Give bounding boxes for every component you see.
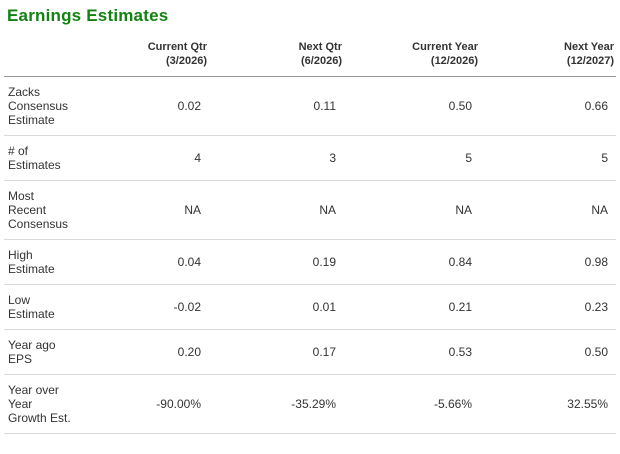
column-header-period: (3/2026)	[166, 55, 207, 67]
estimate-value: -0.02	[74, 284, 209, 330]
estimate-value: 0.53	[344, 329, 480, 375]
estimate-value: 0.19	[209, 239, 344, 285]
estimate-value: 0.20	[74, 329, 209, 375]
estimate-value: 0.23	[480, 284, 616, 330]
row-label: Year over Year Growth Est.	[4, 374, 74, 434]
estimate-value: 5	[480, 135, 616, 181]
table-row-most-recent-consensus: Most Recent Consensus NA NA NA NA	[4, 180, 616, 240]
estimate-value: NA	[209, 180, 344, 240]
row-label: Most Recent Consensus	[4, 180, 74, 240]
estimate-value: NA	[74, 180, 209, 240]
table-row-low-estimate: Low Estimate -0.02 0.01 0.21 0.23	[4, 284, 616, 330]
row-label: High Estimate	[4, 239, 74, 285]
estimate-value: 0.98	[480, 239, 616, 285]
column-header-label: Current Year	[412, 41, 478, 53]
row-label: Year ago EPS	[4, 329, 74, 375]
estimate-value: 0.50	[344, 76, 480, 136]
estimate-value: 0.21	[344, 284, 480, 330]
row-label: # of Estimates	[4, 135, 74, 181]
column-header-period: (12/2027)	[566, 55, 614, 67]
corner-cell	[4, 40, 74, 77]
estimate-value: NA	[480, 180, 616, 240]
column-header-next-year: Next Year (12/2027)	[480, 40, 616, 77]
estimate-value: 0.17	[209, 329, 344, 375]
column-header-period: (12/2026)	[430, 55, 478, 67]
earnings-estimates-table: Current Qtr (3/2026) Next Qtr (6/2026) C…	[4, 40, 616, 434]
column-header-current-year: Current Year (12/2026)	[344, 40, 480, 77]
estimate-value: 5	[344, 135, 480, 181]
table-row-number-of-estimates: # of Estimates 4 3 5 5	[4, 135, 616, 181]
estimate-value: 0.50	[480, 329, 616, 375]
estimate-value: 4	[74, 135, 209, 181]
estimate-value: 0.01	[209, 284, 344, 330]
table-row-year-over-year-growth-est: Year over Year Growth Est. -90.00% -35.2…	[4, 374, 616, 434]
estimate-value: -90.00%	[74, 374, 209, 434]
estimate-value: 0.04	[74, 239, 209, 285]
column-header-label: Next Year	[564, 41, 614, 53]
estimate-value: 0.84	[344, 239, 480, 285]
column-header-label: Next Qtr	[298, 41, 342, 53]
estimate-value: 0.02	[74, 76, 209, 136]
header-row: Current Qtr (3/2026) Next Qtr (6/2026) C…	[4, 40, 616, 77]
column-header-label: Current Qtr	[147, 41, 207, 53]
estimate-value: 0.66	[480, 76, 616, 136]
row-label: Zacks Consensus Estimate	[4, 76, 74, 136]
table-row-high-estimate: High Estimate 0.04 0.19 0.84 0.98	[4, 239, 616, 285]
estimate-value: 0.11	[209, 76, 344, 136]
estimate-value: -35.29%	[209, 374, 344, 434]
column-header-period: (6/2026)	[301, 55, 342, 67]
estimate-value: -5.66%	[344, 374, 480, 434]
estimate-value: NA	[344, 180, 480, 240]
column-header-next-qtr: Next Qtr (6/2026)	[209, 40, 344, 77]
row-label: Low Estimate	[4, 284, 74, 330]
page-title: Earnings Estimates	[7, 6, 169, 25]
estimate-value: 3	[209, 135, 344, 181]
column-header-current-qtr: Current Qtr (3/2026)	[74, 40, 209, 77]
table-row-zacks-consensus-estimate: Zacks Consensus Estimate 0.02 0.11 0.50 …	[4, 76, 616, 136]
estimate-value: 32.55%	[480, 374, 616, 434]
table-row-year-ago-eps: Year ago EPS 0.20 0.17 0.53 0.50	[4, 329, 616, 375]
